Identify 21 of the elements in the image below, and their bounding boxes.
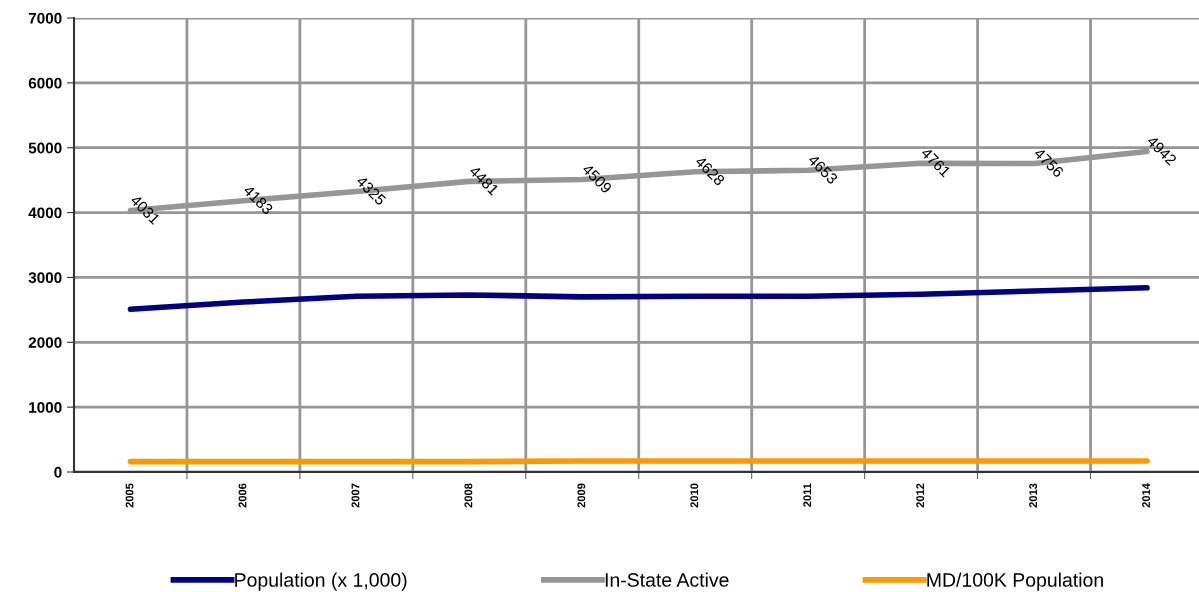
y-tick-label: 3000 [28,272,62,284]
y-tick-label: 4000 [28,207,62,219]
legend-label: Population (x 1,000) [235,572,407,591]
x-tick-label: 2008 [464,483,473,508]
x-tick-label: 2009 [577,483,586,508]
y-tick-label: 6000 [28,77,62,89]
x-tick-label: 2005 [125,483,134,508]
legend-label: MD/100K Population [927,572,1103,591]
x-tick-label: 2012 [916,483,925,508]
x-tick-label: 2014 [1142,483,1151,508]
legend-label: In-State Active [605,572,729,587]
y-tick-label: 5000 [28,142,62,154]
x-tick-label: 2007 [351,483,360,508]
x-tick-label: 2006 [238,483,247,508]
y-tick-label: 7000 [28,12,62,24]
x-tick-label: 2011 [803,483,812,507]
y-tick-label: 1000 [29,402,62,413]
x-tick-label: 2013 [1029,483,1038,508]
x-tick-label: 2010 [690,483,699,508]
y-tick-label: 0 [54,466,62,478]
y-tick-label: 2000 [28,337,62,348]
